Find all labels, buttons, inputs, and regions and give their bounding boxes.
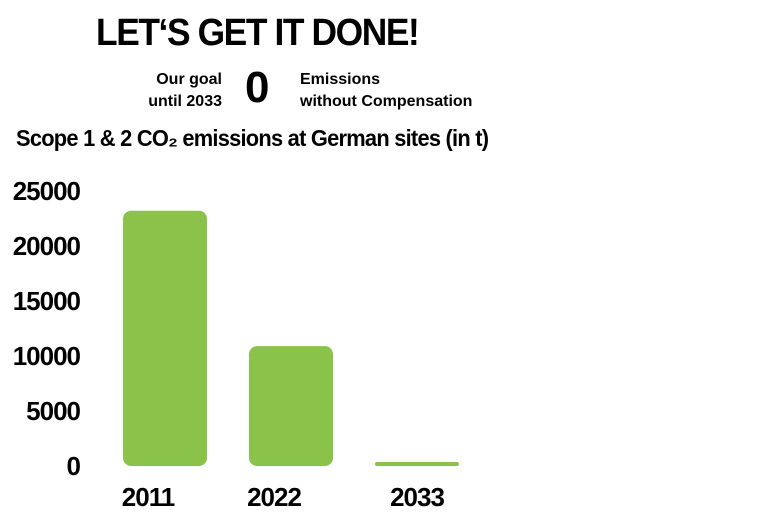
bar-2022 [249,346,333,466]
y-tick-label: 20000 [13,231,81,261]
x-axis: 2011 2022 2033 [122,482,446,512]
goal-label-line-2: until 2033 [148,93,222,110]
y-tick-label: 0 [67,451,81,481]
y-tick-label: 25000 [13,176,81,206]
goal-description: Emissions without Compensation [300,69,472,113]
bar-2033 [375,462,459,466]
x-tick-label: 2011 [122,482,175,512]
goal-value: 0 [245,63,270,112]
bar-2011 [123,210,207,466]
chart-title: Scope 1 & 2 CO₂ emissions at German site… [16,125,489,151]
goal-description-line-1: Emissions [300,71,381,88]
x-tick-label: 2022 [247,482,301,512]
headline: LET‘S GET IT DONE! [96,12,420,54]
goal-label-line-1: Our goal [156,71,222,88]
y-tick-label: 10000 [13,341,81,371]
goal-label: Our goal until 2033 [148,69,222,113]
goal-description-line-2: without Compensation [300,93,473,110]
y-tick-label: 5000 [26,396,80,426]
y-tick-label: 15000 [13,286,81,316]
y-axis: 25000 20000 15000 10000 5000 0 [13,176,82,481]
x-tick-label: 2033 [390,482,444,512]
bars [123,210,459,466]
